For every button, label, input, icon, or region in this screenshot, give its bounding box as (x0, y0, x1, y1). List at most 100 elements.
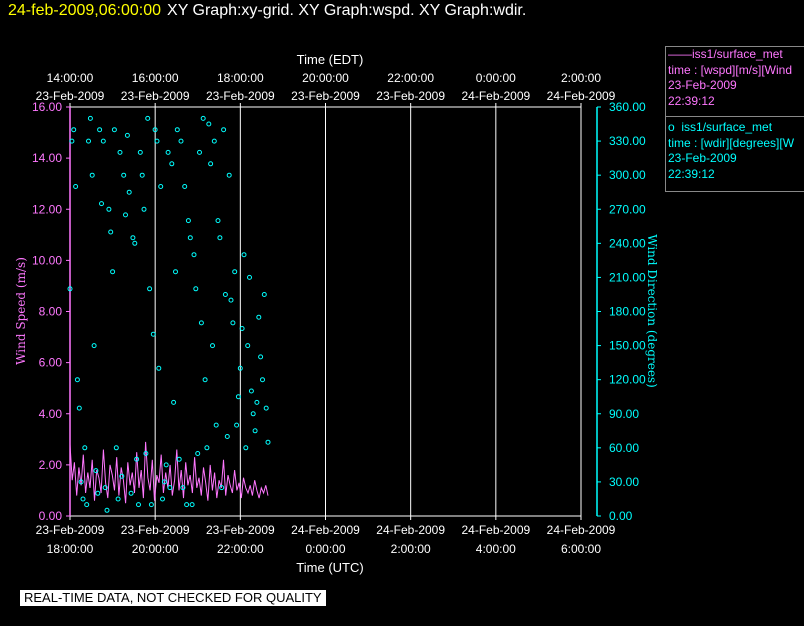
wind-direction-point (260, 377, 265, 383)
wind-direction-point (150, 331, 156, 337)
wind-direction-point (104, 507, 110, 513)
wind-direction-point (123, 212, 128, 218)
wind-direction-point (132, 240, 138, 246)
left-tick-label: 6.00 (39, 356, 63, 370)
wind-direction-point (215, 218, 221, 224)
wind-direction-point (139, 172, 145, 178)
top-tick-date: 23-Feb-2009 (36, 89, 105, 103)
top-axis-title: Time (EDT) (297, 52, 364, 67)
top-tick-time: 22:00:00 (387, 71, 434, 85)
wind-direction-point (165, 149, 171, 155)
wind-direction-point (182, 184, 188, 189)
wind-direction-point (102, 485, 108, 491)
top-tick-time: 14:00:00 (47, 71, 94, 85)
right-tick-label: 60.00 (609, 441, 639, 455)
wind-direction-point (174, 127, 180, 133)
wind-direction-point (176, 456, 182, 462)
wind-direction-point (256, 314, 262, 320)
top-tick-date: 24-Feb-2009 (461, 89, 530, 103)
title-date: 24-feb-2009,06:00:00 (8, 2, 162, 19)
wind-direction-point (191, 252, 197, 258)
wind-direction-point (265, 439, 271, 445)
wind-direction-point (110, 269, 116, 275)
wind-direction-point (147, 286, 153, 292)
wind-direction-point (189, 502, 195, 508)
wind-direction-point (217, 235, 223, 241)
wind-direction-point (219, 485, 225, 491)
legend-wdir-circle-marker: o (668, 120, 675, 134)
wind-direction-point (167, 485, 173, 491)
wind-direction-point (126, 189, 132, 195)
wind-direction-point (230, 320, 236, 326)
bottom-tick-date: 23-Feb-2009 (206, 523, 275, 537)
left-tick-label: 8.00 (39, 305, 63, 319)
wind-direction-point (185, 218, 191, 224)
wind-direction-point (228, 297, 234, 303)
bottom-tick-time: 20:00:00 (132, 542, 179, 556)
bottom-tick-time: 4:00:00 (476, 542, 516, 556)
wind-direction-point (108, 229, 114, 235)
bottom-tick-date: 23-Feb-2009 (121, 523, 190, 537)
wind-direction-point (193, 286, 199, 292)
wind-direction-point (86, 138, 91, 144)
wind-direction-point (241, 252, 247, 258)
legend-wspd-line-marker: —— (668, 47, 692, 61)
legend-wspd-desc: time : [wspd][m/s][Wind (668, 62, 793, 77)
right-tick-label: 210.00 (609, 270, 646, 284)
wind-direction-point (195, 451, 201, 456)
wind-direction-point (252, 428, 258, 434)
wind-direction-point (67, 286, 73, 292)
wind-speed-line (69, 441, 269, 504)
wind-direction-point (234, 422, 240, 428)
wind-direction-point (95, 490, 101, 496)
left-tick-label: 2.00 (39, 458, 63, 472)
wind-direction-point (239, 326, 245, 331)
wind-direction-point (148, 502, 154, 508)
bottom-tick-time: 6:00:00 (561, 542, 601, 556)
wind-direction-point (145, 115, 151, 121)
wind-direction-point (202, 377, 208, 383)
wind-direction-point (97, 127, 103, 133)
wind-direction-point (263, 405, 269, 411)
wind-direction-point (222, 292, 228, 297)
wind-direction-point (171, 399, 177, 405)
wind-direction-point (117, 149, 123, 155)
wind-direction-point (143, 451, 149, 456)
wind-direction-point (247, 274, 252, 280)
top-tick-time: 20:00:00 (302, 71, 349, 85)
top-tick-time: 2:00:00 (561, 71, 601, 85)
wind-direction-point (248, 388, 254, 394)
legend-wspd-date: 23-Feb-2009 (668, 78, 737, 92)
bottom-tick-time: 22:00:00 (217, 542, 264, 556)
quality-warning-note: REAL-TIME DATA, NOT CHECKED FOR QUALITY (20, 590, 326, 606)
wind-direction-point (141, 206, 147, 212)
wind-direction-point (226, 172, 232, 178)
left-tick-label: 16.00 (32, 100, 62, 114)
wind-direction-point (89, 172, 95, 178)
wind-direction-point (161, 479, 167, 485)
wind-direction-point (184, 502, 190, 508)
right-tick-label: 240.00 (609, 236, 646, 250)
wind-direction-point (187, 235, 193, 241)
left-axis-title: Wind Speed (m/s) (14, 257, 28, 365)
right-tick-label: 30.00 (609, 475, 639, 489)
wind-direction-point (124, 132, 130, 138)
top-tick-date: 23-Feb-2009 (206, 89, 275, 103)
wind-direction-point (235, 394, 241, 400)
left-tick-label: 4.00 (39, 407, 63, 421)
wind-direction-point (78, 479, 84, 485)
wind-direction-point (206, 121, 212, 127)
top-tick-date: 23-Feb-2009 (376, 89, 445, 103)
wind-direction-point (258, 354, 264, 360)
wind-direction-point (130, 235, 136, 241)
left-tick-label: 12.00 (32, 202, 62, 216)
right-tick-label: 120.00 (609, 373, 646, 387)
wind-direction-point (115, 496, 121, 502)
bottom-tick-date: 24-Feb-2009 (376, 523, 445, 537)
title-graphs: XY Graph:xy-grid. XY Graph:wspd. XY Grap… (167, 2, 527, 19)
wind-direction-point (136, 502, 141, 508)
bottom-tick-date: 24-Feb-2009 (547, 523, 616, 537)
chart-title: 24-feb-2009,06:00:00 XY Graph:xy-grid. XY… (8, 2, 526, 20)
wind-direction-point (180, 485, 186, 491)
legend-wdir-date: 23-Feb-2009 (668, 151, 737, 165)
